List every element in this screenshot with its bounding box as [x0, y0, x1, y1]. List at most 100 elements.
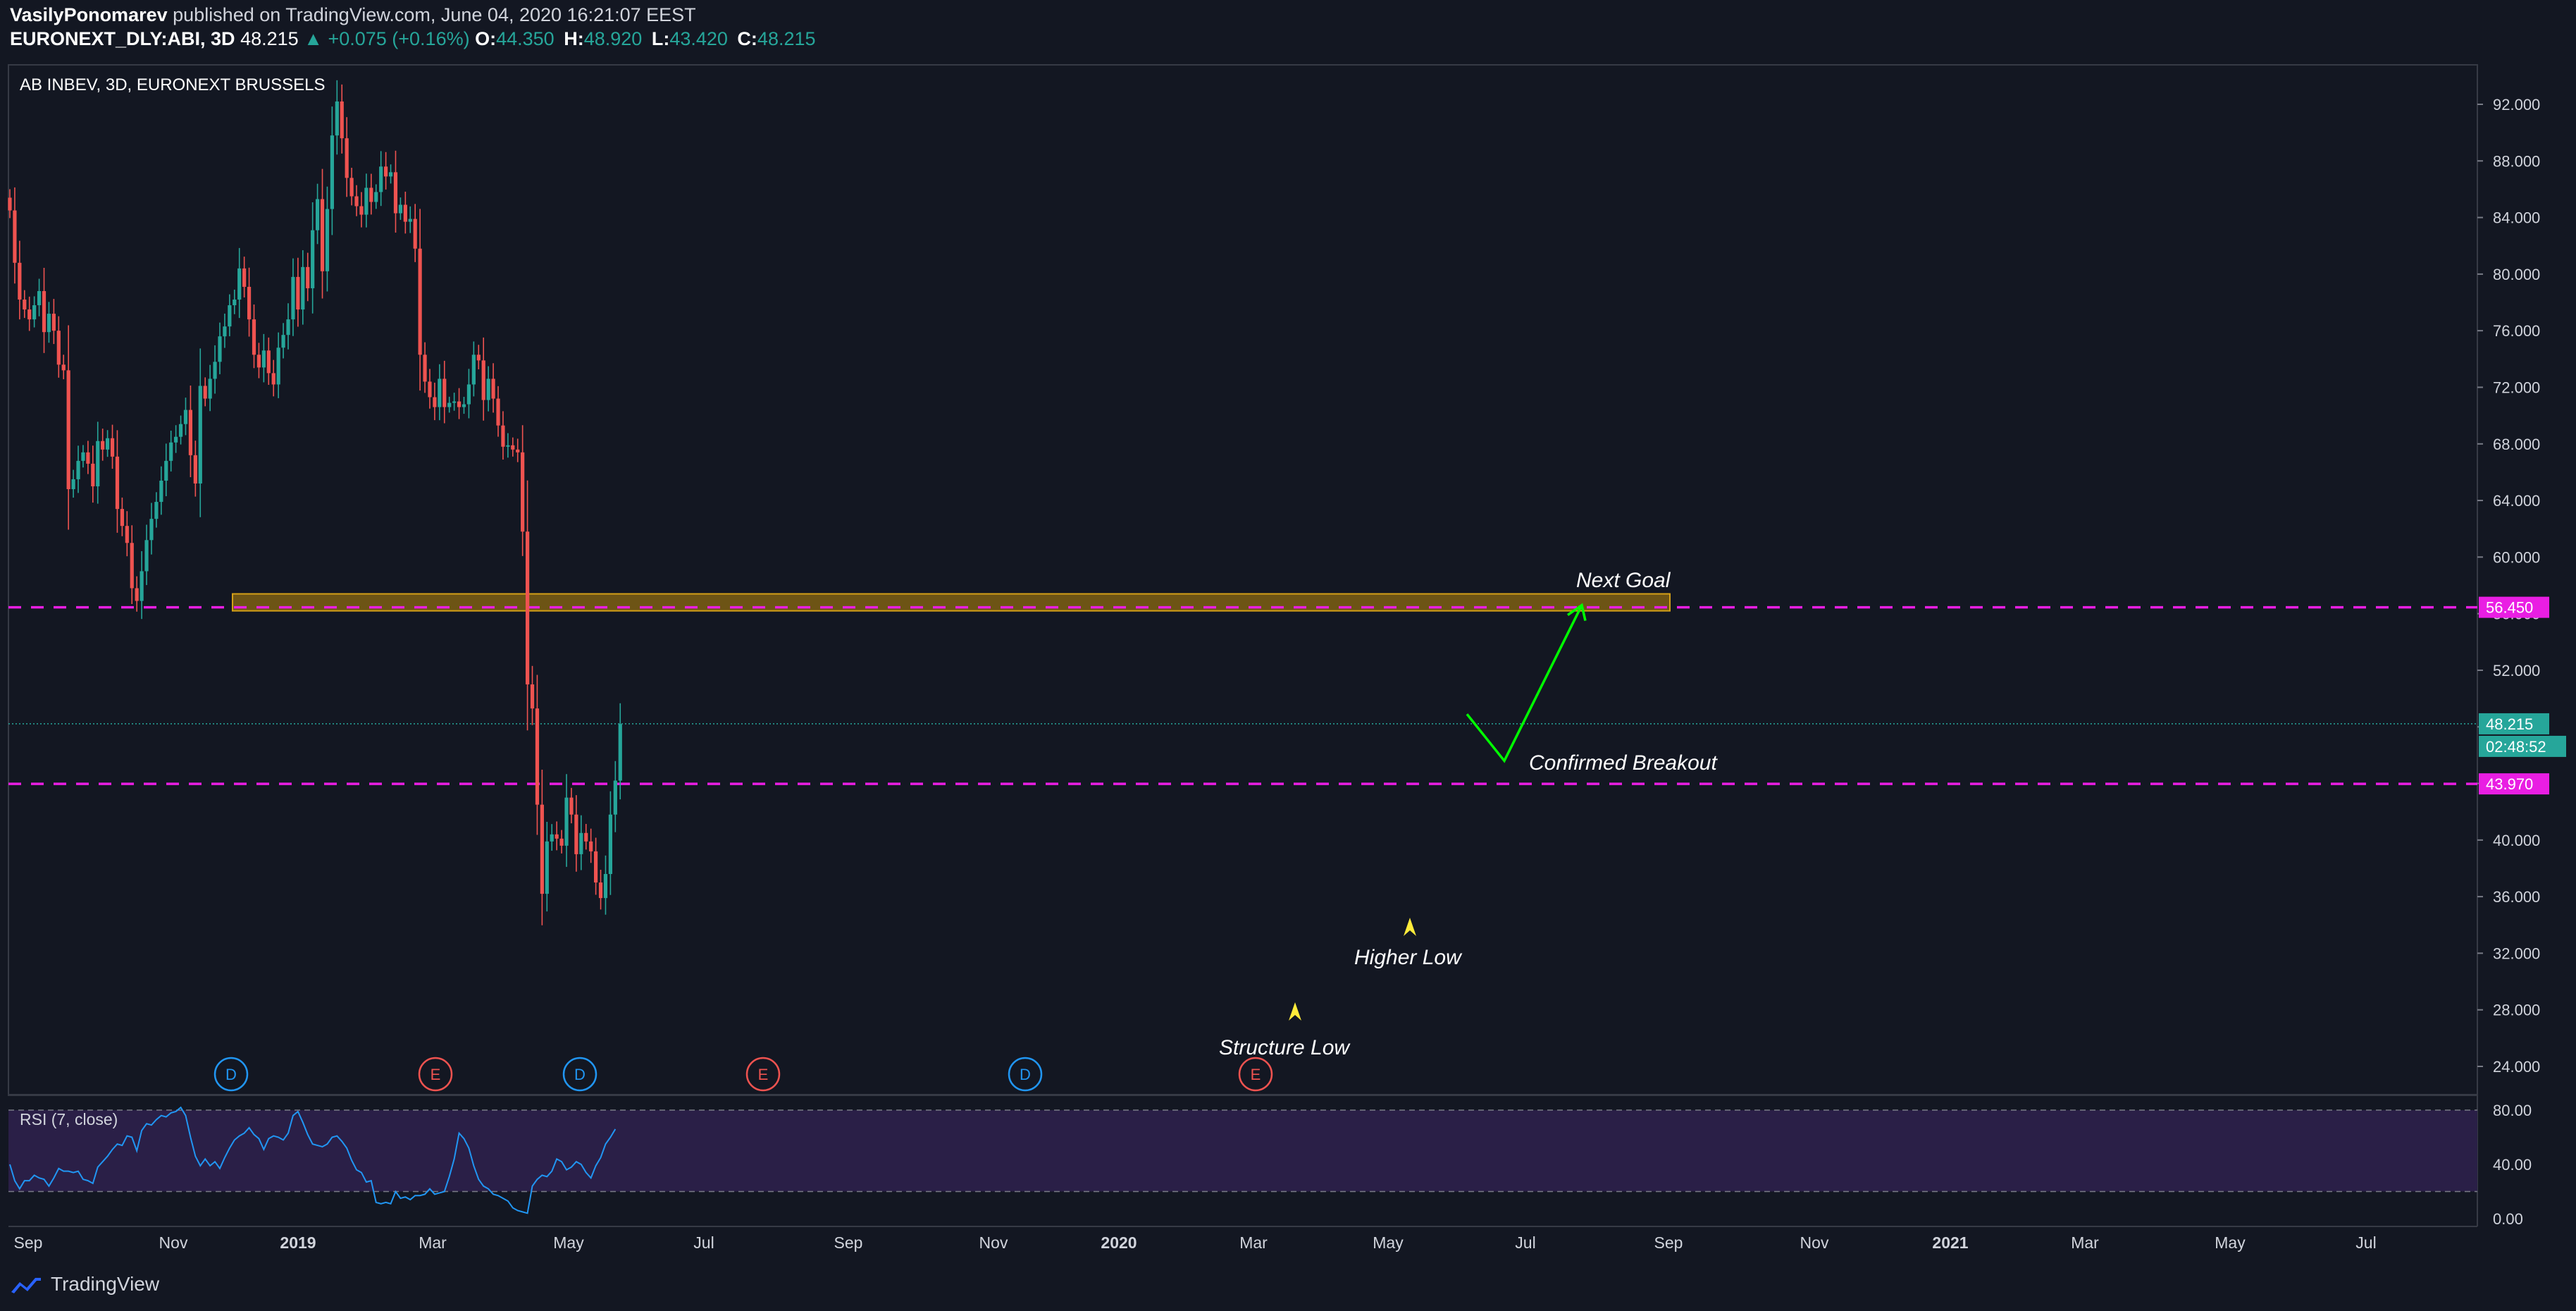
candle-body [506, 445, 510, 447]
publish-info: VasilyPonomarev published on TradingView… [10, 4, 696, 26]
candle-body [37, 290, 42, 306]
candle [32, 296, 37, 328]
candle [56, 316, 61, 378]
candle-body [564, 797, 569, 846]
candle-body [198, 386, 202, 484]
candle [47, 302, 51, 343]
dividend-marker[interactable]: D [1008, 1057, 1043, 1092]
candle [188, 385, 193, 478]
candle [8, 189, 12, 218]
candle-body [608, 814, 612, 874]
candle-body [555, 834, 559, 839]
time-axis-label: Mar [1239, 1233, 1268, 1252]
candle [476, 345, 481, 370]
price-tick-label: 72.000 [2493, 378, 2540, 396]
candle-body [340, 101, 344, 139]
candle [23, 290, 27, 319]
candle-body [476, 355, 481, 361]
time-axis-label: Nov [159, 1233, 188, 1252]
candle-body [32, 305, 37, 320]
earnings-marker[interactable]: E [745, 1057, 781, 1092]
rsi-label: RSI (7, close) [20, 1110, 118, 1128]
candle-body [91, 463, 95, 486]
candle [369, 173, 373, 215]
time-axis-label: Sep [14, 1233, 43, 1252]
time-axis-label: Jul [693, 1233, 714, 1252]
candle-body [149, 519, 154, 541]
candle [144, 524, 149, 586]
candle [471, 341, 476, 397]
candle-body [613, 780, 617, 815]
candle-body [408, 218, 412, 222]
candle-body [384, 166, 388, 177]
earnings-marker[interactable]: E [418, 1057, 453, 1092]
candle-body [188, 410, 193, 455]
candle-body [359, 206, 364, 215]
candle-body [438, 378, 442, 407]
candle-body [266, 350, 271, 374]
candle-body [330, 135, 334, 209]
projection-path[interactable] [1466, 604, 1583, 763]
time-axis-label: May [553, 1233, 584, 1252]
candle-body [130, 543, 134, 589]
candle [433, 382, 437, 421]
last-price-tag-label: 48.215 [2486, 715, 2533, 733]
candle [330, 106, 334, 235]
candle [140, 550, 144, 620]
author-name[interactable]: VasilyPonomarev [10, 4, 168, 25]
candle [379, 151, 383, 207]
candle [452, 393, 457, 411]
candle-body [193, 455, 197, 484]
candle-body [271, 373, 275, 385]
candle-body [403, 204, 407, 222]
close-label: C: [737, 28, 757, 49]
price-tick-label: 36.000 [2493, 888, 2540, 906]
event-marker-letter: E [1251, 1066, 1261, 1083]
price-tick-label: 52.000 [2493, 662, 2540, 679]
candle-body [447, 402, 452, 407]
candle [359, 192, 364, 228]
candle-body [579, 832, 583, 854]
tradingview-brand[interactable]: TradingView [10, 1273, 159, 1295]
annotation-next-goal[interactable]: Next Goal [1576, 569, 1671, 592]
candle-body [491, 378, 495, 399]
price-change: +0.075 (+0.16%) [328, 28, 470, 49]
candle [13, 187, 17, 284]
candle-body [174, 436, 178, 443]
rsi-line[interactable] [9, 1106, 617, 1214]
candle [335, 80, 339, 155]
last-price-tag [2479, 713, 2549, 734]
candle [559, 830, 564, 854]
candle [491, 363, 495, 413]
candle [564, 774, 569, 867]
candle [213, 345, 217, 394]
candle-body [106, 438, 110, 450]
candle [462, 397, 466, 414]
candle-body [42, 290, 47, 333]
time-axis-label: Sep [1654, 1233, 1683, 1252]
dividend-marker[interactable]: D [213, 1057, 249, 1092]
candle [501, 411, 505, 460]
candle [106, 430, 110, 457]
earnings-marker[interactable]: E [1238, 1057, 1273, 1092]
candle [306, 252, 310, 302]
candle [428, 369, 432, 409]
candle-body [574, 814, 578, 854]
annotation-structure-low[interactable]: Structure Low [1219, 1036, 1351, 1059]
candle [18, 240, 22, 320]
candle [66, 325, 70, 530]
dividend-marker[interactable]: D [562, 1057, 597, 1092]
structure-low-marker-icon [1289, 1002, 1301, 1021]
candle-body [183, 410, 188, 424]
candle-body [281, 335, 285, 348]
candle [521, 425, 525, 556]
event-marker-letter: E [431, 1066, 441, 1083]
candle-body [286, 319, 290, 336]
candle-body [27, 309, 32, 320]
annotation-confirmed-breakout[interactable]: Confirmed Breakout [1529, 751, 1718, 775]
annotation-higher-low[interactable]: Higher Low [1354, 946, 1463, 969]
candle-body [208, 378, 212, 399]
event-marker-circle [1238, 1057, 1273, 1092]
candle [242, 257, 247, 298]
